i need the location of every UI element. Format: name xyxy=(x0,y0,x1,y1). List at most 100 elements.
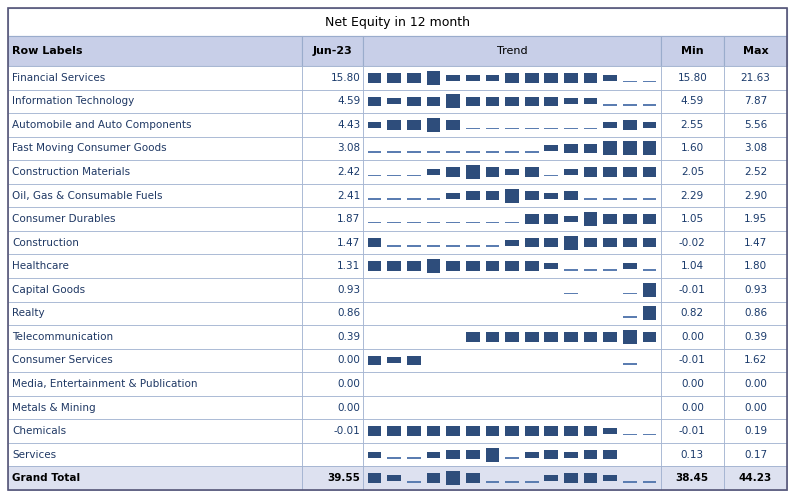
Bar xyxy=(446,167,460,177)
Bar xyxy=(661,113,724,137)
Text: 15.80: 15.80 xyxy=(677,73,708,83)
Bar xyxy=(603,75,617,81)
Bar xyxy=(486,75,499,81)
Bar xyxy=(466,332,479,342)
Bar xyxy=(363,231,661,254)
Bar xyxy=(505,261,519,271)
Bar xyxy=(603,142,617,155)
Text: 0.39: 0.39 xyxy=(337,332,360,342)
Text: Services: Services xyxy=(12,449,56,460)
Bar xyxy=(302,466,363,490)
Text: Healthcare: Healthcare xyxy=(12,261,69,271)
Bar xyxy=(724,372,787,396)
Bar xyxy=(564,293,578,294)
Text: Fast Moving Consumer Goods: Fast Moving Consumer Goods xyxy=(12,144,167,153)
Bar xyxy=(623,263,637,269)
Bar xyxy=(724,419,787,443)
Text: 0.86: 0.86 xyxy=(744,308,767,318)
Bar xyxy=(387,222,401,223)
Bar xyxy=(446,75,460,81)
Bar xyxy=(407,73,421,83)
Bar xyxy=(8,36,302,66)
Bar xyxy=(545,238,558,248)
Bar xyxy=(505,457,519,459)
Text: Consumer Services: Consumer Services xyxy=(12,355,113,365)
Bar xyxy=(724,160,787,184)
Text: 0.93: 0.93 xyxy=(337,285,360,295)
Text: 0.17: 0.17 xyxy=(744,449,767,460)
Bar xyxy=(584,473,597,483)
Bar xyxy=(623,104,637,106)
Bar xyxy=(661,160,724,184)
Bar xyxy=(642,81,657,82)
Bar xyxy=(505,332,519,342)
Bar xyxy=(623,238,637,248)
Text: Consumer Durables: Consumer Durables xyxy=(12,214,115,224)
Bar xyxy=(661,325,724,348)
Bar xyxy=(8,301,302,325)
Bar xyxy=(8,90,302,113)
Bar xyxy=(387,175,401,176)
Bar xyxy=(302,443,363,466)
Bar xyxy=(642,104,657,106)
Bar xyxy=(661,443,724,466)
Bar xyxy=(486,222,499,223)
Bar xyxy=(407,457,421,459)
Bar xyxy=(525,151,538,153)
Bar xyxy=(302,207,363,231)
Bar xyxy=(642,306,657,320)
Bar xyxy=(661,278,724,301)
Bar xyxy=(545,426,558,436)
Bar xyxy=(8,231,302,254)
Bar xyxy=(525,426,538,436)
Bar xyxy=(302,301,363,325)
Text: 2.42: 2.42 xyxy=(337,167,360,177)
Bar xyxy=(302,66,363,90)
Bar xyxy=(724,466,787,490)
Bar xyxy=(623,142,637,155)
Bar xyxy=(363,184,661,207)
Text: 0.82: 0.82 xyxy=(681,308,704,318)
Bar xyxy=(8,207,302,231)
Bar xyxy=(8,325,302,348)
Bar xyxy=(367,473,382,483)
Bar xyxy=(623,293,637,294)
Bar xyxy=(545,146,558,151)
Bar xyxy=(584,99,597,104)
Bar xyxy=(603,122,617,128)
Bar xyxy=(564,269,578,271)
Text: 0.00: 0.00 xyxy=(681,332,704,342)
Text: Realty: Realty xyxy=(12,308,45,318)
Bar xyxy=(363,325,661,348)
Bar xyxy=(661,137,724,160)
Bar xyxy=(363,113,661,137)
Bar xyxy=(363,348,661,372)
Bar xyxy=(525,191,538,200)
Bar xyxy=(427,473,440,483)
Bar xyxy=(367,73,382,83)
Bar xyxy=(525,481,538,483)
Bar xyxy=(661,301,724,325)
Bar xyxy=(427,246,440,247)
Bar xyxy=(407,481,421,483)
Bar xyxy=(584,167,597,177)
Bar xyxy=(407,355,421,365)
Bar xyxy=(407,120,421,130)
Bar xyxy=(564,236,578,249)
Bar xyxy=(302,419,363,443)
Bar xyxy=(603,104,617,106)
Bar xyxy=(446,450,460,459)
Bar xyxy=(427,118,440,132)
Bar xyxy=(564,169,578,175)
Bar xyxy=(8,372,302,396)
Bar xyxy=(724,396,787,419)
Bar xyxy=(505,151,519,153)
Bar xyxy=(584,238,597,248)
Bar xyxy=(367,175,382,176)
Bar xyxy=(623,198,637,200)
Bar xyxy=(466,128,479,129)
Bar xyxy=(302,90,363,113)
Bar xyxy=(466,473,479,483)
Bar xyxy=(564,452,578,457)
Text: 0.93: 0.93 xyxy=(744,285,767,295)
